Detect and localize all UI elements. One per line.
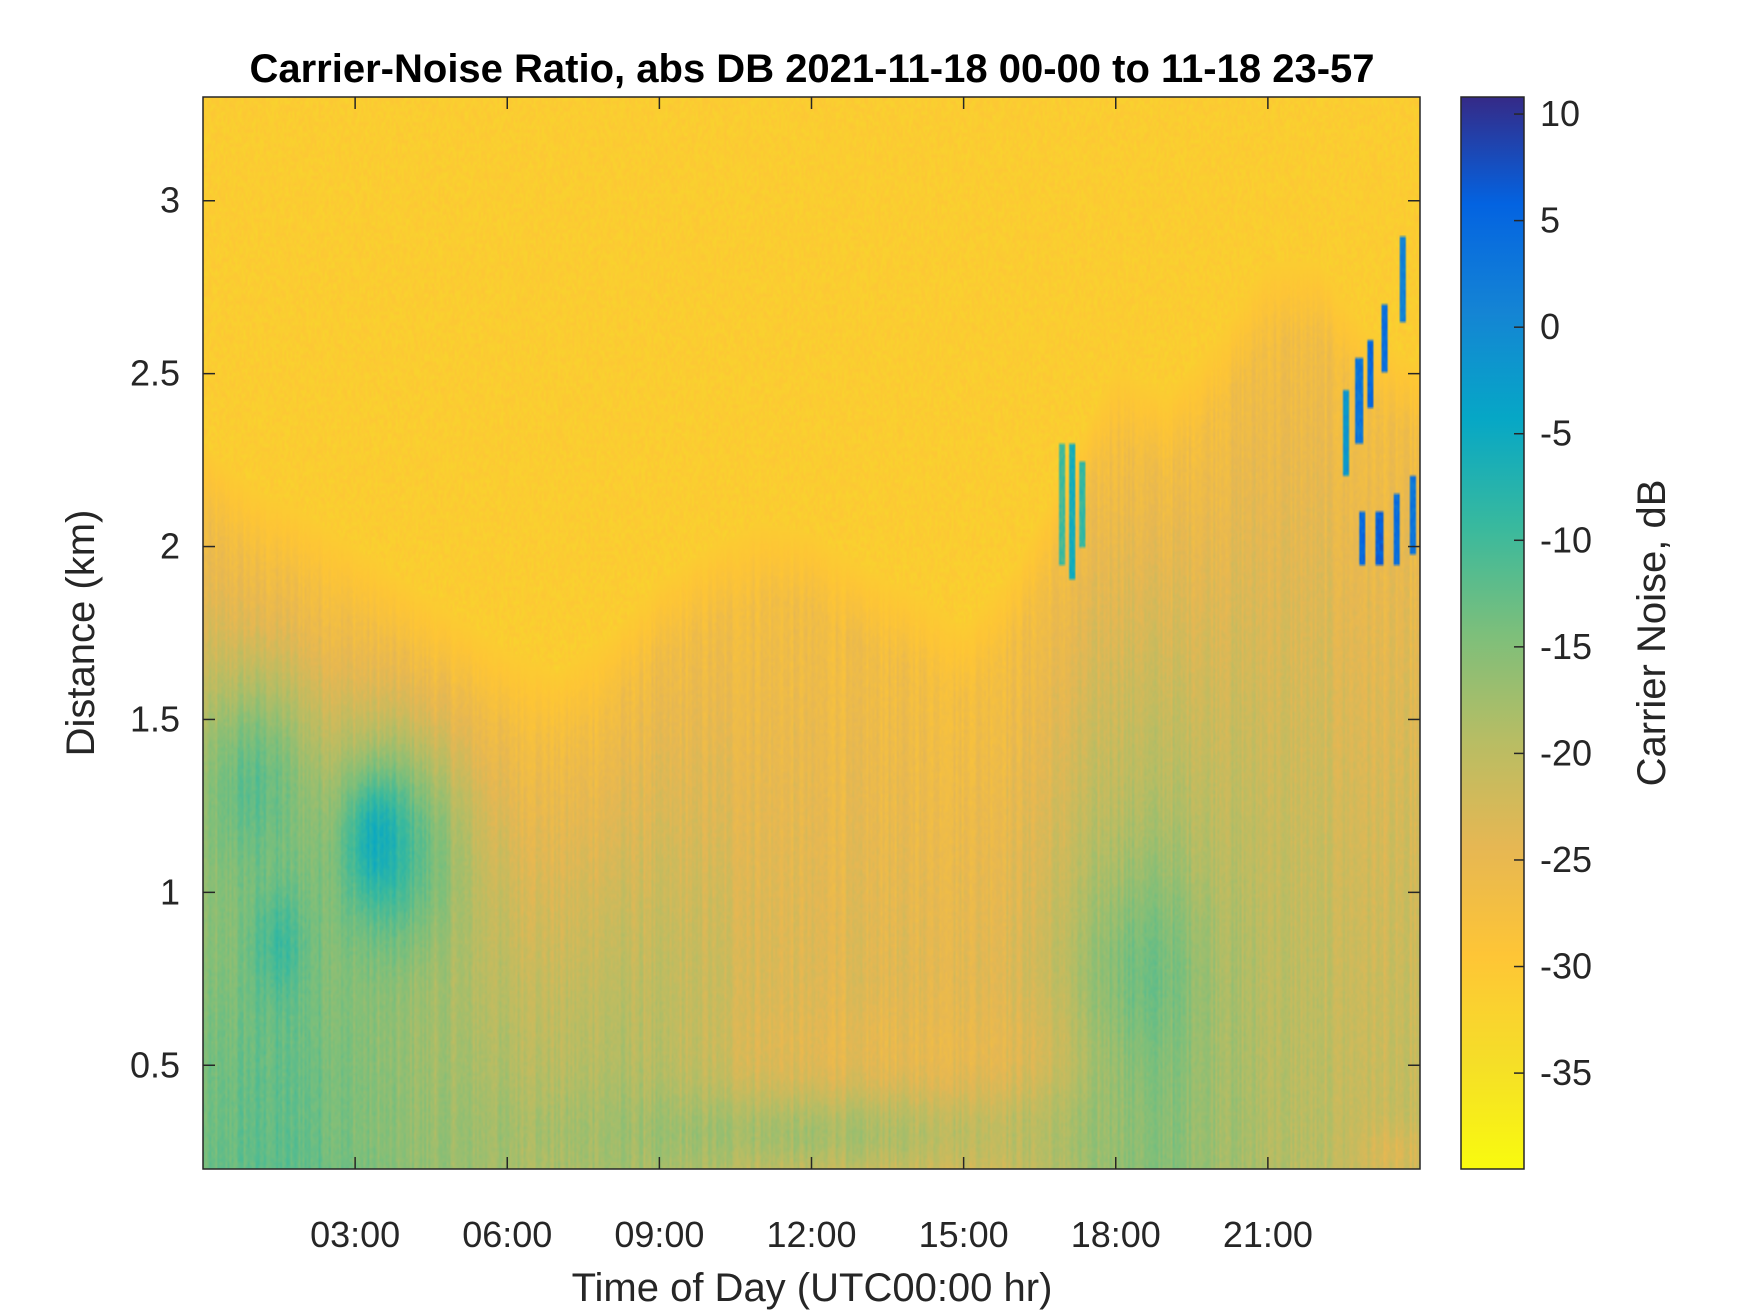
y-axis-label: Distance (km) — [59, 510, 103, 757]
colorbar-tick-label: -15 — [1540, 626, 1592, 667]
x-axis-label: Time of Day (UTC00:00 hr) — [572, 1266, 1053, 1310]
colorbar-tick-label: -20 — [1540, 732, 1592, 773]
heatmap-plot-area — [203, 97, 1420, 1169]
colorbar-label: Carrier Noise, dB — [1630, 480, 1674, 787]
x-tick-label: 18:00 — [1071, 1214, 1161, 1255]
x-tick-label: 06:00 — [462, 1214, 552, 1255]
colorbar-tick-label: -25 — [1540, 839, 1592, 880]
colorbar-tick-label: 10 — [1540, 93, 1580, 134]
colorbar-tick-label: 0 — [1540, 306, 1560, 347]
colorbar-ticks: 10 5 0 -5 -10 -15 -20 -25 -30 -35 — [1514, 93, 1592, 1093]
y-axis-ticks: 0.5 1 1.5 2 2.5 3 — [130, 180, 1420, 1085]
heatmap-image — [203, 97, 1420, 1169]
y-tick-label: 2 — [160, 526, 180, 567]
x-tick-label: 09:00 — [614, 1214, 704, 1255]
colorbar-tick-label: -35 — [1540, 1052, 1592, 1093]
x-tick-label: 12:00 — [766, 1214, 856, 1255]
colorbar — [1460, 96, 1525, 1170]
x-tick-label: 15:00 — [919, 1214, 1009, 1255]
colorbar-tick-label: -5 — [1540, 413, 1572, 454]
chart-title: Carrier-Noise Ratio, abs DB 2021-11-18 0… — [249, 47, 1374, 91]
x-tick-label: 21:00 — [1223, 1214, 1313, 1255]
x-axis-ticks: 03:00 06:00 09:00 12:00 15:00 18:00 21:00 — [310, 97, 1313, 1255]
y-tick-label: 3 — [160, 180, 180, 221]
colorbar-tick-label: 5 — [1540, 200, 1560, 241]
y-tick-label: 1.5 — [130, 698, 180, 739]
y-tick-label: 1 — [160, 871, 180, 912]
colorbar-tick-label: -30 — [1540, 946, 1592, 987]
x-tick-label: 03:00 — [310, 1214, 400, 1255]
y-tick-label: 2.5 — [130, 353, 180, 394]
y-tick-label: 0.5 — [130, 1044, 180, 1085]
colorbar-tick-label: -10 — [1540, 519, 1592, 560]
